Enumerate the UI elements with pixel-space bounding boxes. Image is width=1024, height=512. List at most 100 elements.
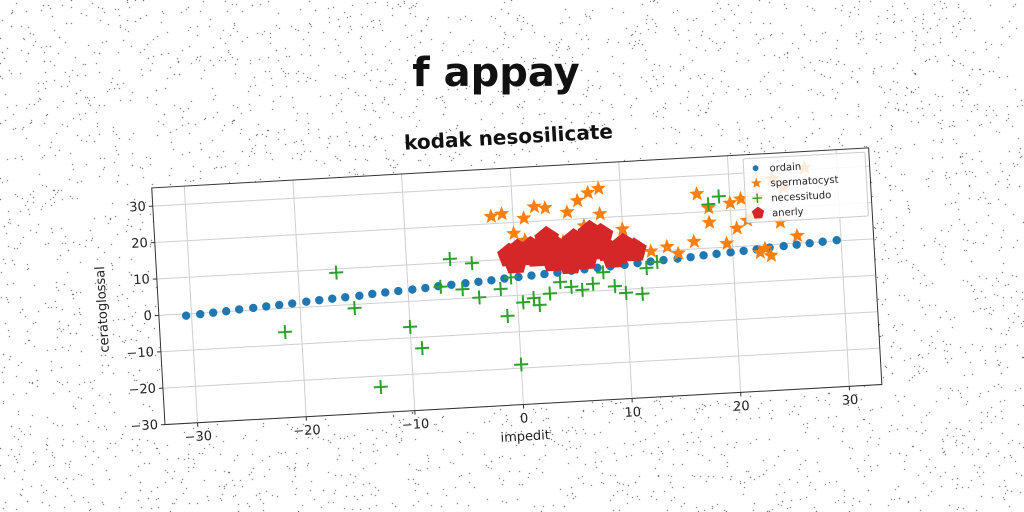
- spermatocyst-point: [483, 208, 499, 224]
- ordain-point: [328, 294, 337, 303]
- x-tick-label: −20: [293, 423, 321, 440]
- necessitudo-point: [373, 379, 388, 394]
- necessitudo-point: [553, 274, 568, 290]
- necessitudo-point: [514, 357, 529, 372]
- ordain-point: [832, 236, 841, 245]
- ordain-point: [315, 295, 324, 305]
- necessitudo-point: [619, 285, 634, 300]
- necessitudo-point: [442, 251, 457, 266]
- legend-box: [742, 151, 869, 224]
- spermatocyst-point: [701, 214, 717, 230]
- necessitudo-point: [472, 290, 487, 305]
- necessitudo-point: [532, 297, 547, 313]
- spermatocyst-point: [494, 206, 510, 221]
- ordain-point: [686, 252, 695, 262]
- ordain-point: [394, 286, 403, 296]
- necessitudo-point: [500, 308, 515, 324]
- necessitudo-point: [564, 279, 579, 294]
- ordain-point: [368, 289, 377, 299]
- x-gridline: [183, 186, 199, 423]
- necessitudo-point: [455, 282, 470, 297]
- ordain-point: [487, 276, 496, 285]
- spermatocyst-point: [689, 186, 705, 201]
- legend-marker-anerly: [751, 206, 765, 219]
- chart-title: f appay: [412, 50, 579, 96]
- necessitudo-point: [415, 341, 430, 356]
- legend-label-spermatocyst: spermatocyst: [770, 175, 839, 190]
- y-tick-label: 10: [133, 272, 150, 288]
- anerly-point: [573, 245, 599, 270]
- legend-label-ordain: ordain: [769, 162, 801, 175]
- spermatocyst-point: [719, 235, 735, 251]
- legend-marker-ordain: [752, 165, 759, 172]
- ordain-point: [381, 288, 390, 297]
- ordain-point: [593, 263, 602, 273]
- x-gridline: [401, 173, 416, 411]
- y-tick-label: −30: [130, 418, 158, 435]
- necessitudo-point: [585, 276, 600, 291]
- spermatocyst-point: [614, 221, 631, 236]
- necessitudo-point: [542, 286, 557, 301]
- necessitudo-point: [278, 325, 293, 340]
- x-tick-label: 30: [841, 393, 858, 409]
- necessitudo-point: [329, 265, 344, 280]
- plot-area-group: kodak nesosilicate −30 −20 −10 0 10 20 30 −30 −20…: [93, 119, 883, 446]
- spermatocyst-point: [752, 244, 768, 260]
- necessitudo-point: [403, 319, 418, 334]
- ordain-point: [779, 241, 788, 251]
- x-tick-label: 10: [624, 405, 641, 421]
- ordain-point: [249, 303, 258, 313]
- legend-marker-spermatocyst: [751, 177, 762, 188]
- ordain-point: [527, 271, 536, 280]
- ordain-point: [208, 308, 218, 317]
- necessitudo-point: [635, 286, 650, 301]
- necessitudo-point: [650, 254, 665, 269]
- spermatocyst-point: [659, 238, 675, 254]
- necessitudo-point: [516, 295, 531, 310]
- y-gridline: [160, 311, 878, 353]
- necessitudo-point: [596, 265, 611, 280]
- ordain-point: [221, 307, 231, 316]
- legend-marker-necessitudo: [752, 193, 763, 204]
- x-axis-label: impedit: [500, 428, 550, 446]
- ordain-point: [540, 269, 549, 279]
- x-tick-label: −30: [184, 429, 212, 446]
- ordain-point: [712, 249, 721, 259]
- y-tick-label: 20: [131, 236, 148, 252]
- y-tick-label: −10: [126, 345, 154, 362]
- x-gridline: [292, 180, 307, 417]
- spermatocyst-point: [537, 199, 553, 215]
- x-tick-label: 0: [520, 411, 529, 426]
- spermatocyst-point: [569, 192, 585, 208]
- ordain-point: [805, 238, 814, 248]
- spermatocyst-point: [686, 233, 702, 249]
- necessitudo-point: [701, 197, 716, 212]
- spermatocyst-point: [526, 198, 542, 214]
- x-tick-label: −10: [401, 417, 429, 434]
- necessitudo-point: [433, 279, 448, 294]
- necessitudo-point: [639, 260, 654, 276]
- y-tick-label: 30: [129, 200, 146, 216]
- x-tick-label: 20: [733, 399, 750, 415]
- necessitudo-point: [493, 281, 508, 297]
- anerly-point: [622, 237, 647, 262]
- ordain-point: [181, 311, 191, 320]
- spermatocyst-point: [580, 184, 596, 200]
- spermatocyst-point: [732, 190, 749, 206]
- ordain-point: [355, 291, 364, 300]
- spermatocyst-point: [722, 195, 738, 210]
- spermatocyst-point: [559, 204, 575, 219]
- spermatocyst-point: [670, 245, 686, 261]
- spermatocyst-point: [590, 180, 606, 196]
- legend-label-anerly: anerly: [772, 207, 804, 220]
- ordain-point: [196, 309, 205, 319]
- necessitudo-point: [711, 189, 726, 204]
- spermatocyst-point: [643, 243, 659, 259]
- spermatocyst-point: [506, 225, 522, 241]
- ordain-point: [262, 302, 271, 311]
- ordain-point: [341, 293, 350, 302]
- legend-label-necessitudo: necessitudo: [771, 190, 832, 204]
- series-anerly: [497, 219, 647, 275]
